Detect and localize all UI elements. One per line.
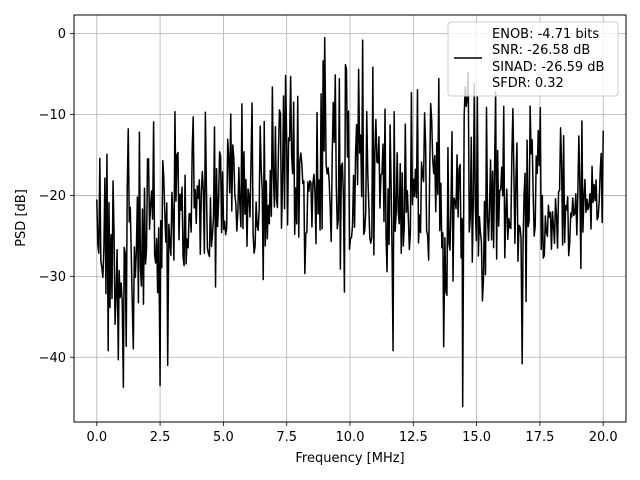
- legend: ENOB: -4.71 bits SNR: -26.58 dB SINAD: -…: [447, 21, 619, 97]
- y-tick-label: −30: [39, 270, 66, 285]
- legend-box: [447, 21, 619, 97]
- x-tick-label: 2.5: [150, 430, 171, 445]
- x-tick-label: 17.5: [525, 430, 554, 445]
- x-axis-label: Frequency [MHz]: [295, 451, 404, 466]
- x-axis-ticks: 0.0 2.5 5.0 7.5 10.0 12.5 15.0 17.5 20.0: [86, 422, 618, 445]
- x-tick-label: 15.0: [462, 430, 491, 445]
- legend-line-enob: ENOB: -4.71 bits: [492, 27, 599, 42]
- y-tick-label: 0: [58, 27, 66, 42]
- x-tick-label: 0.0: [86, 430, 107, 445]
- x-tick-label: 7.5: [276, 430, 297, 445]
- psd-series-line: [96, 36, 604, 408]
- x-tick-label: 5.0: [213, 430, 234, 445]
- legend-line-snr: SNR: -26.58 dB: [492, 43, 590, 58]
- y-axis-ticks: 0 −10 −20 −30 −40: [39, 27, 74, 366]
- legend-line-sinad: SINAD: -26.59 dB: [492, 60, 604, 75]
- y-axis-label: PSD [dB]: [14, 189, 29, 247]
- series-layer: [96, 36, 604, 408]
- y-tick-label: −20: [39, 189, 66, 204]
- legend-line-sfdr: SFDR: 0.32: [492, 76, 564, 91]
- y-tick-label: −10: [39, 108, 66, 123]
- plot-area: [96, 36, 604, 408]
- x-tick-label: 10.0: [336, 430, 365, 445]
- x-tick-label: 20.0: [589, 430, 618, 445]
- x-tick-label: 12.5: [399, 430, 428, 445]
- y-tick-label: −40: [39, 351, 66, 366]
